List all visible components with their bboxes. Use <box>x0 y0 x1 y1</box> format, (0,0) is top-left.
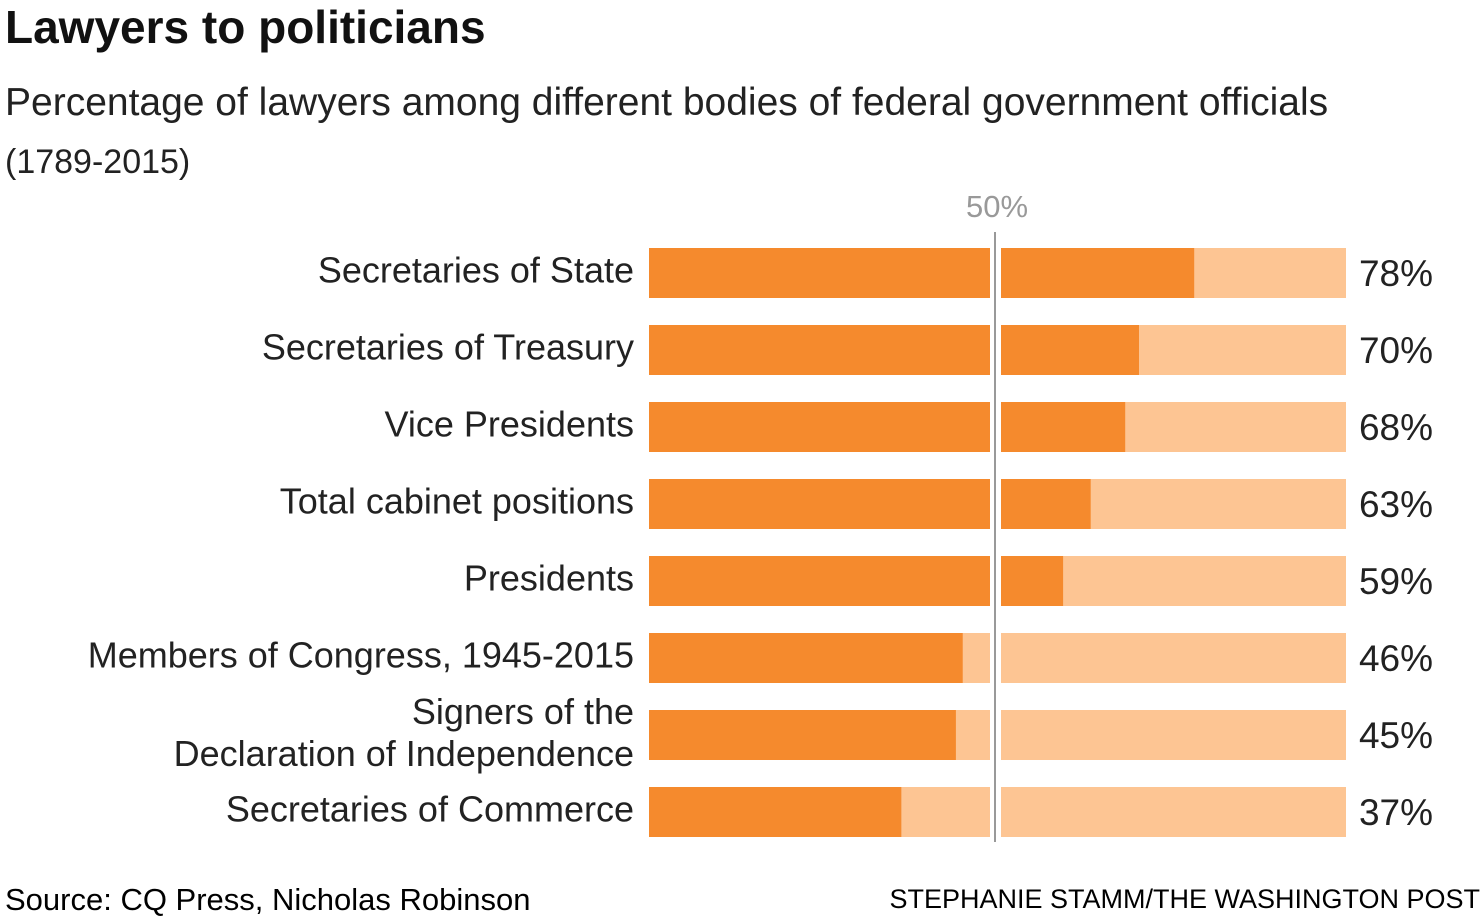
bar <box>649 479 1091 529</box>
bar <box>649 556 1064 606</box>
bar <box>649 325 1139 375</box>
value-label: 70% <box>1359 330 1433 371</box>
y-tick-label: Secretaries of State <box>318 250 634 291</box>
y-tick-label: Signers of the Declaration of Independenc… <box>174 691 634 774</box>
value-label: 37% <box>1359 792 1433 833</box>
value-label: 78% <box>1359 253 1433 294</box>
value-label: 45% <box>1359 715 1433 756</box>
bar <box>649 633 963 683</box>
source: Source: CQ Press, Nicholas Robinson <box>5 882 531 917</box>
bar-background <box>1001 710 1346 760</box>
credit: STEPHANIE STAMM/THE WASHINGTON POST <box>889 884 1480 914</box>
y-tick-label: Total cabinet positions <box>280 481 634 522</box>
subtitle-block: Percentage of lawyers among different bo… <box>5 74 1425 191</box>
bar-background <box>1001 787 1346 837</box>
bar-background <box>1001 633 1346 683</box>
subtitle-years: (1789-2015) <box>5 143 191 181</box>
value-label: 59% <box>1359 561 1433 602</box>
y-tick-label: Members of Congress, 1945-2015 <box>88 635 634 676</box>
y-tick-label: Vice Presidents <box>385 404 634 445</box>
value-label: 68% <box>1359 407 1433 448</box>
header: Lawyers to politicians Percentage of law… <box>5 0 1425 191</box>
y-tick-label: Presidents <box>464 558 634 599</box>
bar <box>649 402 1126 452</box>
subtitle: Percentage of lawyers among different bo… <box>5 81 1329 124</box>
y-tick-label: Secretaries of Commerce <box>226 789 634 830</box>
x-tick-label: 50% <box>966 189 1028 224</box>
bar <box>649 787 902 837</box>
value-label: 46% <box>1359 638 1433 679</box>
chart-title: Lawyers to politicians <box>5 1 486 53</box>
value-label: 63% <box>1359 484 1433 525</box>
bar <box>649 710 956 760</box>
y-tick-label: Secretaries of Treasury <box>262 327 634 368</box>
bar <box>649 248 1195 298</box>
